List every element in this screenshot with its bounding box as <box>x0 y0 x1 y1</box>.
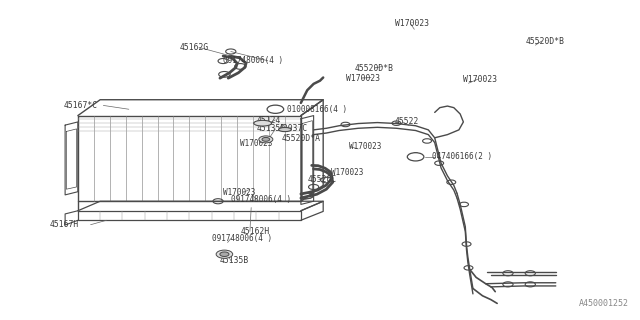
Text: S: S <box>413 152 419 161</box>
Text: W170023: W170023 <box>395 19 429 28</box>
Text: B: B <box>273 105 278 114</box>
Text: 45520D*B: 45520D*B <box>526 36 565 45</box>
Text: W170023: W170023 <box>223 188 255 197</box>
Text: 047406166(2 ): 047406166(2 ) <box>432 152 492 161</box>
Circle shape <box>262 138 269 141</box>
Text: 45162G: 45162G <box>180 43 209 52</box>
Text: 091748006(4 ): 091748006(4 ) <box>212 234 272 243</box>
Circle shape <box>259 136 273 143</box>
Text: 45135B: 45135B <box>220 256 249 265</box>
Circle shape <box>216 250 233 258</box>
Text: 42037C: 42037C <box>278 124 308 133</box>
Ellipse shape <box>278 127 291 132</box>
Text: 010008166(4 ): 010008166(4 ) <box>287 105 347 114</box>
Text: 45520D*B: 45520D*B <box>355 63 394 73</box>
Text: 45124: 45124 <box>256 116 281 124</box>
Text: W170023: W170023 <box>332 168 364 177</box>
Text: 45167H: 45167H <box>49 220 79 229</box>
Text: 091748006(4 ): 091748006(4 ) <box>231 196 291 204</box>
Text: W170023: W170023 <box>463 75 497 84</box>
Text: 45167*C: 45167*C <box>64 101 98 110</box>
Text: W170023: W170023 <box>349 142 381 151</box>
Text: 45520C: 45520C <box>307 175 337 184</box>
Text: W170023: W170023 <box>240 139 272 148</box>
Text: W170023: W170023 <box>346 74 380 83</box>
Circle shape <box>407 153 424 161</box>
Text: 45522: 45522 <box>394 117 419 126</box>
Text: A450001252: A450001252 <box>579 299 629 308</box>
Circle shape <box>220 252 229 257</box>
Text: 091748006(4 ): 091748006(4 ) <box>223 56 284 65</box>
Circle shape <box>267 105 284 113</box>
Text: 45520D*A: 45520D*A <box>282 134 321 143</box>
Ellipse shape <box>253 120 271 126</box>
Text: 45135D: 45135D <box>256 124 285 133</box>
Text: 45162H: 45162H <box>241 227 269 236</box>
